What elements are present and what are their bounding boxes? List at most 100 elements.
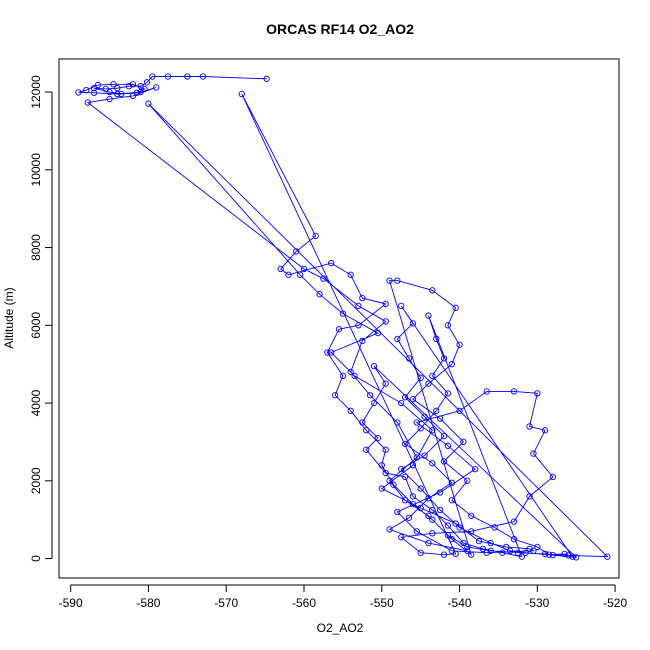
x-tick-label: -530 — [525, 596, 549, 610]
data-point — [90, 85, 98, 92]
data-point — [569, 553, 576, 560]
data-point — [460, 539, 467, 547]
data-point — [382, 300, 389, 308]
y-axis: 0 2000 4000 6000 8000 10000 12000 — [29, 75, 53, 562]
series-lines — [78, 76, 609, 558]
data-point — [483, 549, 490, 556]
data-point — [421, 413, 428, 420]
data-point — [153, 84, 160, 91]
data-point — [448, 361, 455, 368]
data-point — [444, 390, 452, 397]
data-point — [370, 399, 378, 407]
data-point — [382, 446, 389, 453]
data-point — [149, 73, 156, 80]
y-tick-label: 4000 — [29, 389, 43, 416]
data-point — [374, 434, 382, 442]
data-point — [143, 79, 151, 86]
data-point — [125, 83, 133, 90]
data-point — [359, 337, 366, 344]
data-point — [417, 485, 424, 492]
data-point — [417, 549, 424, 556]
data-point — [378, 462, 385, 469]
data-point — [409, 396, 417, 403]
data-point — [468, 551, 475, 558]
data-point — [335, 326, 343, 333]
data-point — [285, 271, 292, 278]
data-point — [425, 512, 432, 519]
data-point — [316, 291, 323, 298]
data-point — [452, 304, 459, 311]
data-point — [106, 95, 113, 103]
data-point — [382, 318, 389, 325]
data-point — [394, 419, 401, 426]
data-point — [382, 469, 389, 477]
data-point — [429, 516, 436, 523]
data-point — [452, 520, 459, 527]
data-point — [339, 310, 347, 317]
data-point — [483, 388, 490, 395]
data-point — [464, 543, 471, 551]
x-axis: -590 -580 -570 -560 -550 -540 -530 -520 — [59, 584, 627, 610]
data-point — [401, 440, 409, 448]
data-point — [401, 497, 409, 504]
data-point — [526, 493, 533, 500]
data-point — [425, 312, 432, 319]
y-tick-label: 12000 — [29, 75, 43, 109]
x-tick-label: -520 — [603, 596, 627, 610]
data-point — [514, 549, 522, 556]
data-point — [549, 551, 557, 559]
data-point — [363, 446, 370, 453]
data-point — [133, 89, 140, 96]
x-tick-label: -590 — [59, 596, 83, 610]
data-point — [413, 454, 420, 461]
data-point — [444, 442, 452, 449]
data-point — [386, 477, 393, 484]
chart-title: ORCAS RF14 O2_AO2 — [266, 21, 414, 37]
data-point — [141, 85, 148, 93]
data-point — [84, 99, 91, 106]
data-point — [429, 530, 436, 537]
data-point — [405, 355, 413, 362]
data-point — [429, 287, 436, 294]
x-tick-label: -550 — [370, 596, 394, 610]
data-point — [604, 553, 611, 560]
data-point — [409, 462, 417, 469]
data-point — [464, 547, 471, 554]
data-point — [436, 506, 444, 514]
data-point — [401, 473, 409, 481]
data-point — [398, 302, 405, 310]
data-point — [347, 407, 354, 414]
data-point — [510, 518, 518, 525]
data-point — [444, 532, 452, 539]
data-point — [530, 547, 537, 554]
data-point — [561, 550, 568, 558]
data-point — [106, 88, 113, 96]
data-point — [296, 271, 304, 278]
plot-frame — [58, 58, 620, 579]
series-points — [75, 73, 611, 561]
data-point — [386, 526, 393, 533]
data-point — [398, 399, 405, 407]
data-point — [534, 390, 541, 397]
data-point — [366, 392, 374, 399]
data-point — [510, 535, 518, 543]
data-point — [526, 545, 533, 552]
data-point — [530, 450, 537, 457]
data-point — [374, 329, 382, 337]
data-point — [425, 539, 432, 547]
data-point — [110, 81, 117, 88]
data-point — [491, 524, 498, 531]
data-point — [324, 349, 331, 356]
data-point — [114, 90, 121, 98]
data-point — [429, 427, 436, 434]
data-point — [433, 335, 440, 343]
data-point — [394, 335, 401, 343]
data-point — [429, 506, 436, 514]
data-point — [487, 539, 494, 547]
x-tick-label: -580 — [136, 596, 160, 610]
data-point — [468, 512, 475, 519]
data-point — [386, 277, 393, 284]
data-point — [409, 500, 417, 508]
data-point — [394, 277, 401, 284]
